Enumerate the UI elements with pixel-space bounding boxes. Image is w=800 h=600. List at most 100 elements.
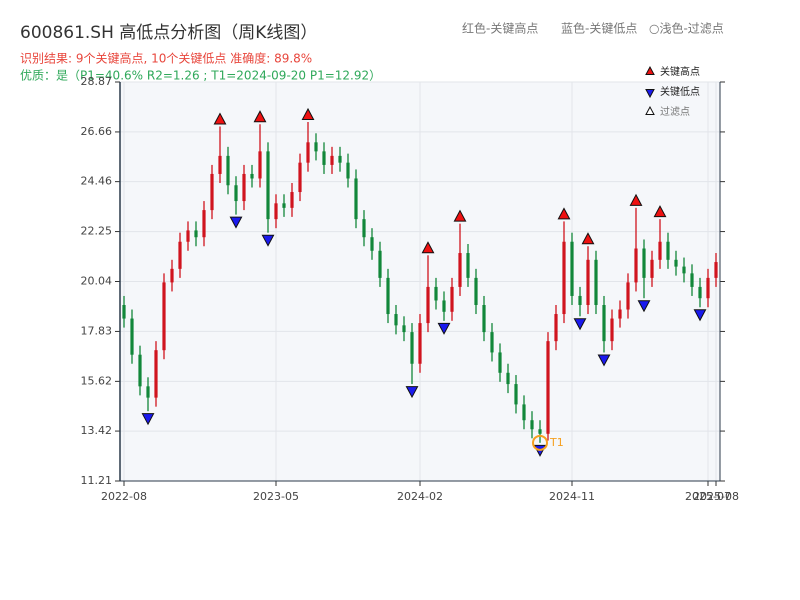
- candle-body: [586, 259, 590, 305]
- candle-body: [194, 230, 198, 238]
- candle-body: [442, 300, 446, 312]
- candle-body: [210, 173, 214, 211]
- candle-body: [154, 350, 158, 398]
- candle-body: [570, 241, 574, 296]
- top-legend: 红色-关键高点: [462, 21, 538, 36]
- candle-body: [618, 309, 622, 319]
- key-point: [453, 209, 467, 222]
- key-point: [253, 110, 267, 123]
- candle-body: [554, 314, 558, 342]
- candle-body: [338, 155, 342, 163]
- key-point: [405, 386, 419, 399]
- candle-body: [122, 304, 126, 319]
- x-tick-label: 2023-05: [253, 490, 299, 503]
- candle-body: [426, 286, 430, 324]
- subtitle: 优质：是（P1=40.6% R2=1.26 ; T1=2024-09-20 P1…: [20, 69, 381, 83]
- candle-body: [402, 325, 406, 333]
- x-tick-label: 2025-07: [685, 490, 731, 503]
- candle-body: [530, 420, 534, 430]
- legend-label: 关键高点: [660, 65, 700, 78]
- key-point: [437, 322, 451, 335]
- x-tick-label: 2022-08: [101, 490, 147, 503]
- key-point: [581, 232, 595, 245]
- candle-body: [538, 429, 542, 434]
- candle-body: [178, 241, 182, 269]
- key-point: [693, 309, 707, 322]
- y-tick-label: 13.42: [81, 424, 113, 437]
- candle-body: [274, 203, 278, 220]
- candle-body: [330, 155, 334, 165]
- annotation-circle: [532, 434, 548, 451]
- y-tick-label: 26.66: [81, 125, 113, 138]
- candle-body: [130, 318, 134, 355]
- top-legend: ○浅色-过滤点: [649, 22, 724, 36]
- legend-marker: [645, 65, 655, 75]
- y-tick-label: 17.83: [81, 324, 113, 337]
- candle-body: [170, 268, 174, 283]
- chart-title: 600861.SH 高低点分析图（周K线图）: [20, 23, 317, 43]
- candle-body: [506, 372, 510, 385]
- candle-body: [698, 286, 702, 299]
- candle-body: [410, 332, 414, 364]
- candle-body: [658, 241, 662, 260]
- candle-body: [434, 286, 438, 301]
- candle-body: [682, 266, 686, 274]
- candle-body: [306, 142, 310, 163]
- x-tick-label: 2024-11: [549, 490, 595, 503]
- legend-marker: [645, 105, 655, 115]
- candle-body: [578, 295, 582, 305]
- key-point: [557, 207, 571, 220]
- candle-body: [362, 219, 366, 238]
- key-point: [229, 216, 243, 229]
- key-point: [261, 234, 275, 247]
- key-point: [421, 241, 435, 254]
- y-tick-label: 20.04: [81, 275, 113, 288]
- y-tick-label: 15.62: [81, 374, 113, 387]
- y-tick-label: 28.87: [81, 75, 113, 88]
- candle-body: [138, 354, 142, 387]
- candle-body: [298, 162, 302, 193]
- candle-body: [258, 151, 262, 179]
- candle-body: [378, 250, 382, 278]
- candle-body: [458, 253, 462, 287]
- candle-body: [370, 237, 374, 251]
- candle-body: [482, 304, 486, 333]
- candle-body: [642, 248, 646, 278]
- candle-body: [706, 277, 710, 299]
- candle-body: [226, 155, 230, 186]
- candle-body: [634, 248, 638, 283]
- candle-body: [250, 173, 254, 179]
- candle-body: [610, 318, 614, 342]
- candle-body: [562, 241, 566, 315]
- key-point: [301, 107, 315, 120]
- candle-body: [290, 192, 294, 208]
- legend-marker: [645, 89, 655, 99]
- subtitle: 识别结果: 9个关键高点, 10个关键低点 准确度: 89.8%: [20, 51, 312, 66]
- candle-body: [602, 304, 606, 342]
- candle-body: [202, 210, 206, 238]
- candle-body: [322, 151, 326, 165]
- top-legend: 蓝色-关键低点: [561, 22, 637, 36]
- candle-body: [514, 384, 518, 405]
- key-point: [597, 354, 611, 367]
- candle-body: [594, 259, 598, 305]
- candle-body: [474, 277, 478, 305]
- candle-body: [394, 314, 398, 326]
- key-point: [637, 300, 651, 313]
- candle-body: [666, 241, 670, 260]
- candle-body: [690, 273, 694, 287]
- x-tick-label: 2025-08: [693, 490, 739, 503]
- candle-body: [314, 142, 318, 152]
- candle-body: [234, 185, 238, 202]
- candle-body: [186, 230, 190, 242]
- key-point: [141, 413, 155, 426]
- candle-body: [498, 352, 502, 373]
- candle-body: [522, 404, 526, 421]
- candle-body: [242, 173, 246, 202]
- key-point: [629, 193, 643, 206]
- key-point: [573, 318, 587, 331]
- candle-body: [466, 253, 470, 278]
- candle-body: [418, 323, 422, 364]
- x-tick-label: 2024-02: [397, 490, 443, 503]
